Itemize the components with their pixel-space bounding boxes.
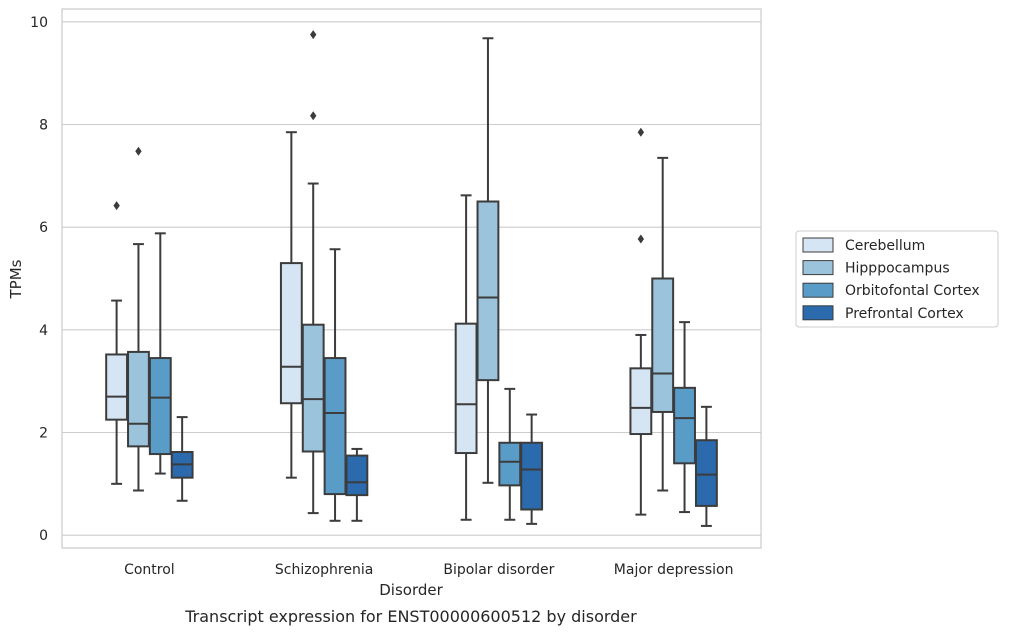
x-axis-label: Disorder (379, 581, 443, 599)
box-2-2 (498, 387, 522, 521)
box-iqr (323, 357, 347, 496)
box-iqr (629, 367, 653, 436)
y-tick-label-2: 4 (39, 323, 48, 339)
box-1-2 (476, 37, 500, 484)
legend-label-0: Cerebellum (845, 238, 925, 254)
outlier-marker-1 (637, 127, 645, 137)
box-2-1 (323, 248, 347, 522)
box-3-3 (694, 405, 718, 527)
y-tick-label-0: 0 (39, 528, 48, 544)
y-tick-label-1: 2 (39, 426, 48, 442)
x-tick-label-0: Control (124, 562, 175, 578)
x-tick-label-3: Major depression (614, 562, 734, 578)
box-iqr (345, 454, 369, 497)
outlier-marker-1 (310, 30, 317, 40)
y-tick-label-3: 6 (39, 220, 48, 236)
box-iqr (301, 323, 325, 453)
box-iqr (148, 357, 172, 456)
legend-frame (795, 230, 999, 328)
y-axis-label: TPMs (7, 259, 25, 299)
legend-label-2: Orbitofontal Cortex (845, 283, 980, 299)
box-2-0 (148, 232, 172, 475)
box-iqr (105, 353, 129, 421)
box-iqr (520, 441, 544, 511)
box-1-3 (651, 156, 675, 492)
legend: Cerebellum Hipppocampus Orbitofontal Corte… (795, 230, 999, 328)
legend-swatch-1 (802, 260, 834, 276)
x-axis-ticks: Control Schizophrenia Bipolar disorder Majo… (124, 562, 733, 578)
y-tick-label-4: 8 (39, 118, 48, 134)
box-3-2 (520, 413, 544, 525)
box-iqr (673, 386, 696, 465)
outlier-marker-0 (310, 111, 317, 121)
box-3-1 (345, 447, 369, 522)
legend-label-3: Prefrontal Cortex (845, 306, 964, 322)
legend-swatch-2 (802, 282, 834, 298)
chart-caption: Transcript expression for ENST0000060051… (184, 607, 637, 626)
box-iqr (454, 322, 478, 455)
legend-swatch-3 (802, 305, 834, 321)
box-2-3 (673, 321, 696, 514)
box-iqr (498, 441, 522, 487)
legend-label-1: Hipppocampus (845, 261, 950, 277)
y-tick-label-5: 10 (30, 15, 48, 31)
outlier-marker-0 (113, 201, 120, 211)
x-tick-label-2: Bipolar disorder (443, 562, 554, 578)
y-axis-ticks: 0 2 4 6 8 10 (30, 15, 48, 544)
outlier-marker-0 (135, 146, 142, 156)
box-iqr (651, 277, 675, 413)
box-groups (105, 30, 718, 527)
box-iqr (279, 262, 303, 405)
box-iqr (694, 439, 718, 507)
outlier-marker-0 (637, 234, 645, 244)
box-iqr (127, 350, 150, 448)
legend-swatch-0 (802, 237, 834, 253)
box-0-2 (454, 194, 478, 521)
box-0-3 (629, 127, 653, 516)
box-iqr (476, 200, 500, 382)
x-tick-label-1: Schizophrenia (275, 562, 373, 578)
box-3-0 (170, 416, 194, 502)
